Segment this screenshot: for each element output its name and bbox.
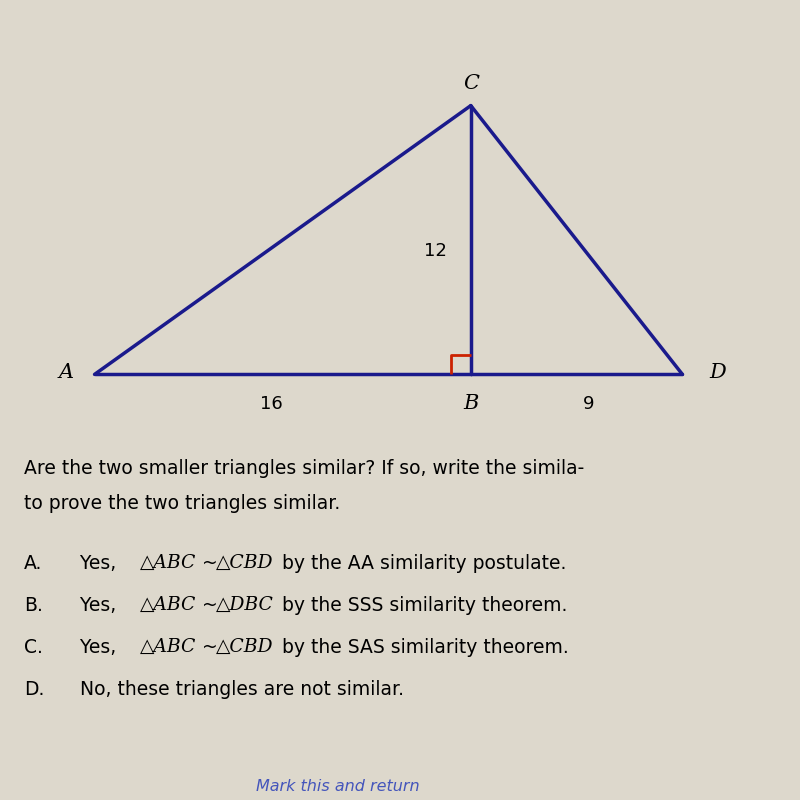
Text: △ABC: △ABC [140,554,196,571]
Text: Yes,: Yes, [68,554,122,573]
Text: by the SSS similarity theorem.: by the SSS similarity theorem. [276,596,567,615]
Text: 9: 9 [582,394,594,413]
Text: C: C [462,74,478,93]
Text: by the SAS similarity theorem.: by the SAS similarity theorem. [276,638,569,657]
Text: B.: B. [24,596,43,615]
Text: 16: 16 [259,394,282,413]
Text: by the AA similarity postulate.: by the AA similarity postulate. [276,554,566,573]
Text: D: D [710,362,726,382]
Text: to prove the two triangles similar.: to prove the two triangles similar. [24,494,340,513]
Text: Yes,: Yes, [68,596,122,615]
Text: C.: C. [24,638,43,657]
Text: ~: ~ [196,596,218,615]
Text: 12: 12 [424,242,447,260]
Text: △DBC: △DBC [216,596,274,614]
Text: D.: D. [24,680,44,699]
Text: △CBD: △CBD [216,638,274,656]
Text: △ABC: △ABC [140,596,196,614]
Text: ~: ~ [196,554,218,573]
Text: △ABC: △ABC [140,638,196,656]
Text: B: B [463,394,478,413]
Text: A: A [58,362,74,382]
Text: ~: ~ [196,638,218,657]
Text: Yes,: Yes, [68,638,122,657]
Text: Mark this and return: Mark this and return [256,779,420,794]
Text: △CBD: △CBD [216,554,274,571]
Text: No, these triangles are not similar.: No, these triangles are not similar. [68,680,404,699]
Text: A.: A. [24,554,42,573]
Text: Are the two smaller triangles similar? If so, write the simila-: Are the two smaller triangles similar? I… [24,458,584,478]
